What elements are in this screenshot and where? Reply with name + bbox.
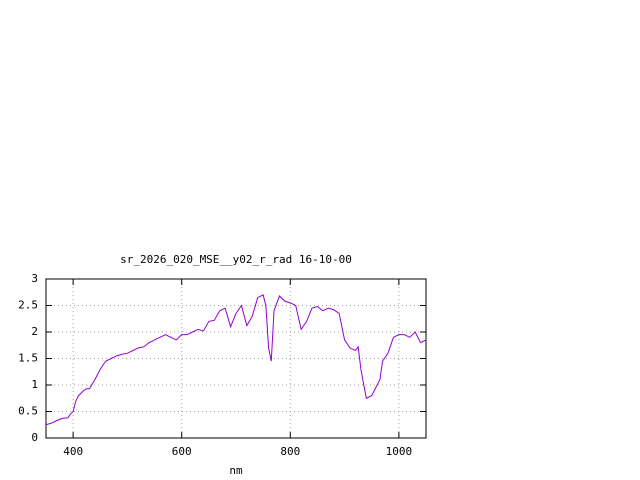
x-tick-label: 1000 xyxy=(386,445,413,458)
plot-border xyxy=(45,278,427,439)
y-tick-label: 0 xyxy=(31,431,38,444)
x-tick-label: 600 xyxy=(172,445,192,458)
y-tick-label: 1.5 xyxy=(18,352,38,365)
y-tick-label: 1 xyxy=(31,378,38,391)
y-tick-label: 0.5 xyxy=(18,405,38,418)
chart-title: sr_2026_020_MSE__y02_r_rad 16-10-00 xyxy=(120,253,352,266)
y-tick-label: 2.5 xyxy=(18,299,38,312)
x-tick-label: 800 xyxy=(280,445,300,458)
x-axis-label: nm xyxy=(229,464,243,477)
y-tick-label: 3 xyxy=(31,272,38,285)
x-tick-label: 400 xyxy=(63,445,83,458)
y-tick-label: 2 xyxy=(31,325,38,338)
data-line xyxy=(45,294,427,426)
